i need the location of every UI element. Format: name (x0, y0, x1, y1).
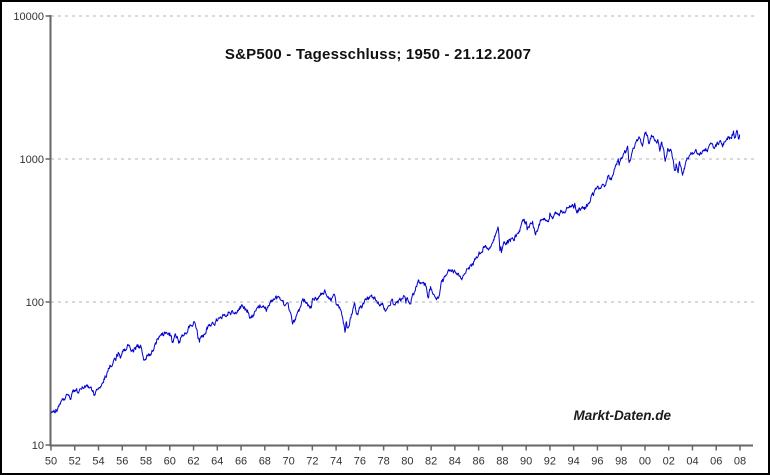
x-tick-label: 52 (69, 456, 81, 468)
chart-title: S&P500 - Tagesschluss; 1950 - 21.12.2007 (224, 46, 532, 63)
x-tick-label: 92 (544, 456, 556, 468)
x-tick-label: 74 (330, 456, 342, 468)
x-tick-label: 70 (282, 456, 294, 468)
x-tick-label: 56 (116, 456, 128, 468)
x-tick-label: 84 (449, 456, 461, 468)
x-tick-label: 64 (211, 456, 223, 468)
x-tick-label: 82 (425, 456, 437, 468)
x-tick-label: 90 (520, 456, 532, 468)
x-tick-label: 94 (568, 456, 580, 468)
x-tick-label: 72 (306, 456, 318, 468)
x-tick-label: 98 (615, 456, 627, 468)
x-tick-label: 54 (92, 456, 104, 468)
x-tick-label: 80 (401, 456, 413, 468)
y-tick-label: 1000 (20, 154, 44, 166)
x-tick-label: 62 (187, 456, 199, 468)
x-tick-label: 86 (473, 456, 485, 468)
x-tick-label: 00 (639, 456, 651, 468)
x-tick-label: 50 (45, 456, 57, 468)
y-tick-label: 10000 (13, 11, 44, 23)
x-tick-label: 68 (259, 456, 271, 468)
x-tick-label: 58 (140, 456, 152, 468)
x-tick-label: 76 (354, 456, 366, 468)
x-tick-label: 66 (235, 456, 247, 468)
sp500-line (50, 129, 741, 414)
watermark: Markt-Daten.de (573, 408, 671, 423)
x-tick-label: 60 (164, 456, 176, 468)
x-tick-label: 08 (734, 456, 746, 468)
x-tick-label: 78 (377, 456, 389, 468)
y-tick-label: 10 (32, 440, 44, 452)
x-tick-label: 96 (591, 456, 603, 468)
x-tick-label: 04 (686, 456, 698, 468)
y-tick-label: 100 (26, 297, 44, 309)
x-tick-label: 06 (710, 456, 722, 468)
x-tick-label: 88 (496, 456, 508, 468)
x-tick-label: 02 (663, 456, 675, 468)
